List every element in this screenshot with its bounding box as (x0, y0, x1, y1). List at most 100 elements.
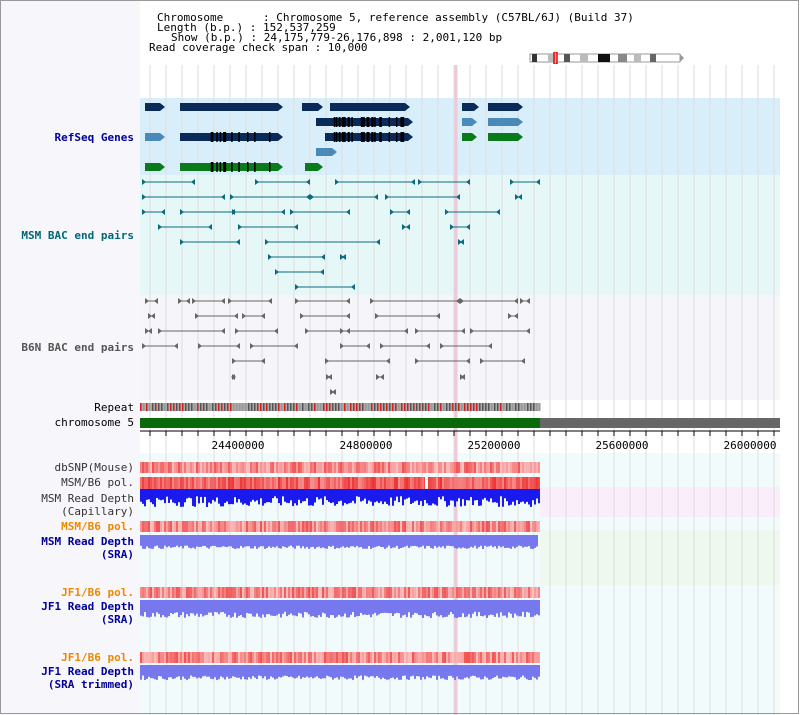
track-label-msm-b6-pol-1[interactable]: MSM/B6 pol. (61, 476, 134, 489)
track-label-refseq[interactable]: RefSeq Genes (54, 131, 134, 144)
depth-bar (426, 489, 428, 504)
bac-end-marker (461, 374, 465, 380)
depth-bar (474, 665, 476, 677)
heat-cell (280, 521, 282, 532)
depth-bar (340, 489, 342, 501)
heat-cell (184, 477, 186, 489)
bac-end-marker (376, 239, 380, 245)
heat-cell (202, 652, 204, 663)
heat-cell (218, 477, 220, 489)
depth-bar (274, 535, 276, 548)
depth-bar (192, 489, 194, 507)
depth-bar (186, 600, 188, 615)
depth-bar (398, 600, 400, 614)
heat-cell (370, 521, 372, 532)
exon-tick (361, 132, 363, 142)
heat-cell (360, 462, 362, 473)
heat-cell (264, 477, 266, 489)
depth-bar (480, 600, 482, 616)
depth-bar (260, 665, 262, 677)
heat-cell (182, 462, 184, 473)
track-label-jf1-depth-trimmed[interactable]: JF1 Read Depth (41, 665, 134, 678)
heat-cell (410, 477, 412, 489)
heat-cell (358, 652, 360, 663)
heat-cell (320, 477, 322, 489)
depth-bar (388, 665, 390, 680)
heat-cell (180, 587, 182, 598)
repeat-element (416, 403, 418, 411)
depth-bar (348, 535, 350, 548)
heat-cell (368, 652, 370, 663)
bac-end-marker (346, 313, 350, 319)
heat-cell (232, 462, 234, 473)
depth-bar (328, 665, 330, 677)
depth-bar (210, 600, 212, 613)
heat-cell (324, 521, 326, 532)
repeat-element (524, 403, 526, 411)
bac-end-marker (148, 328, 152, 334)
depth-bar (388, 489, 390, 506)
heat-cell (156, 587, 158, 598)
heat-cell (352, 477, 354, 489)
depth-bar (206, 535, 208, 548)
repeat-element (488, 403, 490, 411)
track-label-jf1-b6-pol-2[interactable]: JF1/B6 pol. (61, 651, 134, 664)
repeat-element (149, 403, 151, 411)
depth-bar (422, 535, 424, 546)
depth-bar (356, 665, 358, 679)
heat-cell (230, 477, 232, 489)
track-label-msm-bac[interactable]: MSM BAC end pairs (21, 229, 134, 242)
heat-cell (206, 652, 208, 663)
depth-bar (334, 489, 336, 506)
depth-bar (428, 535, 430, 547)
track-label-msm-b6-pol-2[interactable]: MSM/B6 pol. (61, 520, 134, 533)
track-label-dbsnp[interactable]: dbSNP(Mouse) (54, 461, 134, 474)
track-label-jf1-b6-pol-1[interactable]: JF1/B6 pol. (61, 586, 134, 599)
depth-bar (188, 489, 190, 498)
depth-bar (406, 489, 408, 499)
repeat-element (161, 403, 163, 411)
track-label-jf1-depth-sra[interactable]: JF1 Read Depth (41, 600, 134, 613)
depth-bar (358, 665, 360, 677)
heat-cell (334, 477, 336, 489)
bac-end-marker (221, 298, 225, 304)
track-label-msm-depth-capillary[interactable]: MSM Read Depth (41, 492, 134, 505)
exon-tick (347, 117, 350, 127)
heat-cell (392, 462, 394, 473)
depth-bar (290, 535, 292, 546)
heat-cell (392, 477, 394, 489)
track-label-b6n-bac[interactable]: B6N BAC end pairs (21, 341, 134, 354)
heat-cell (140, 652, 142, 663)
depth-bar (284, 600, 286, 612)
depth-bar (474, 535, 476, 546)
depth-bar (218, 665, 220, 680)
depth-bar (454, 489, 456, 507)
depth-bar (344, 489, 346, 503)
heat-cell (340, 652, 342, 663)
depth-bar (254, 665, 256, 678)
depth-bar (384, 600, 386, 613)
depth-bar (538, 665, 540, 677)
depth-bar (318, 535, 320, 547)
genome-track-panel[interactable]: 24400000 24800000 25200000 25600000 26000000 (140, 0, 780, 715)
depth-bar (146, 600, 148, 617)
track-label-msm-depth-sra[interactable]: MSM Read Depth (41, 535, 134, 548)
depth-bar (228, 535, 230, 547)
depth-bar (350, 600, 352, 615)
depth-bar (142, 600, 144, 617)
depth-bar (456, 665, 458, 677)
chromosome-ideogram[interactable] (528, 52, 686, 64)
depth-bar (506, 665, 508, 678)
exon-tick (211, 162, 214, 172)
heat-cell (282, 521, 284, 532)
heat-cell (228, 462, 230, 473)
heat-cell (356, 477, 358, 489)
heat-cell (352, 587, 354, 598)
depth-bar (312, 665, 314, 679)
depth-bar (382, 600, 384, 613)
depth-bar (374, 489, 376, 503)
heat-cell (264, 652, 266, 663)
depth-bar (516, 489, 518, 501)
depth-bar (306, 535, 308, 547)
heat-cell (196, 652, 198, 663)
